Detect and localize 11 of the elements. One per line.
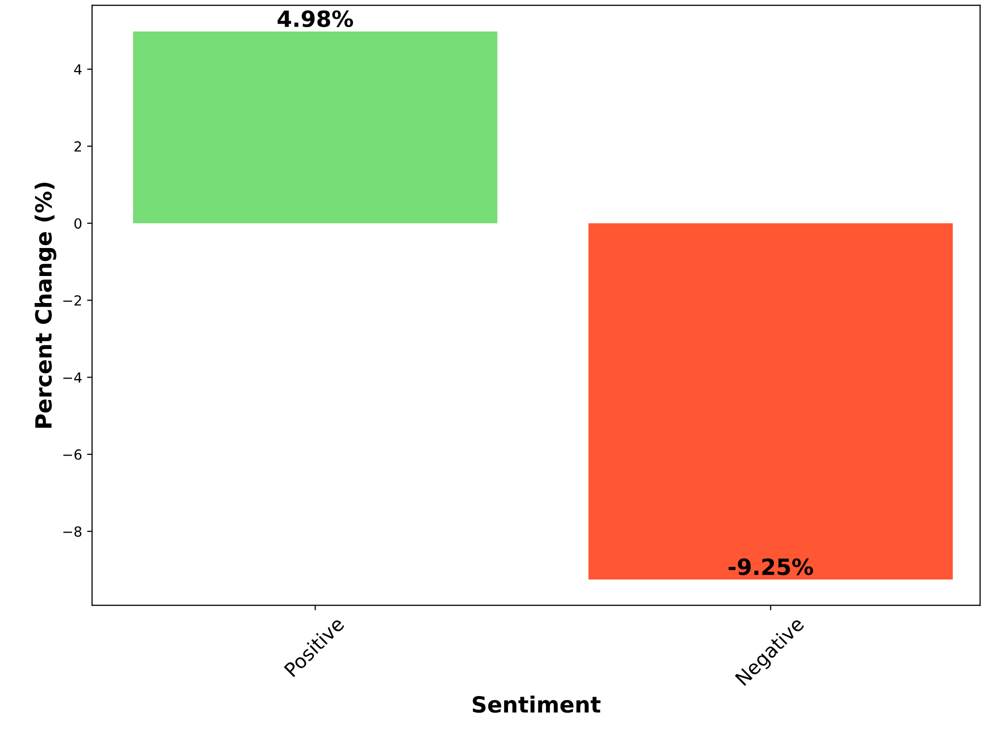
y-tick-label: −8	[63, 526, 82, 537]
y-tick-label: −4	[63, 372, 82, 383]
x-axis-title: Sentiment	[472, 696, 600, 713]
data-label: -9.25%	[728, 558, 814, 576]
y-tick-label: −2	[63, 295, 81, 306]
y-tick-label: 0	[74, 218, 82, 229]
y-tick-label: 4	[74, 64, 82, 74]
y-axis-title: Percent Change (%)	[34, 182, 56, 428]
y-tick-label: −6	[63, 449, 82, 460]
y-tick-label: 2	[74, 141, 81, 152]
data-label: 4.98%	[278, 10, 354, 28]
